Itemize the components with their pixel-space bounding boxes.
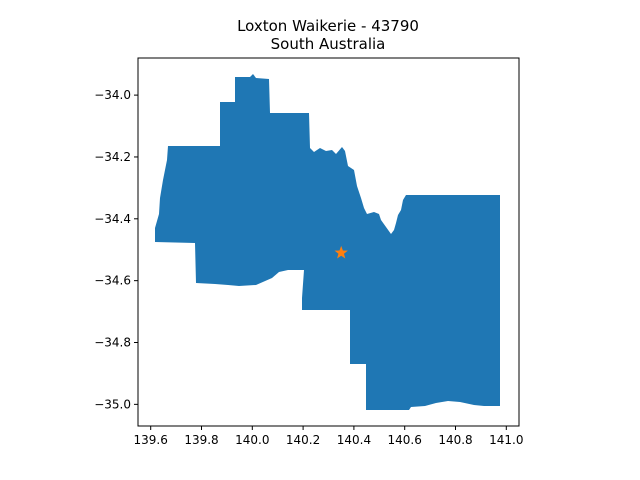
y-tick-label: −34.2 [94, 150, 131, 164]
x-tick-label: 140.4 [337, 433, 371, 447]
y-tick-label: −34.0 [94, 88, 131, 102]
y-tick-label: −34.8 [94, 336, 131, 350]
x-tick-label: 140.2 [286, 433, 320, 447]
map-title-line1: Loxton Waikerie - 43790 [237, 17, 419, 35]
y-axis: −34.0 −34.2 −34.4 −34.6 −34.8 −35.0 [94, 88, 138, 411]
x-tick-label: 140.0 [235, 433, 269, 447]
y-tick-label: −34.6 [94, 274, 131, 288]
x-axis: 139.6 139.8 140.0 140.2 140.4 140.6 140.… [134, 426, 523, 447]
x-tick-label: 139.8 [184, 433, 218, 447]
location-star-icon [334, 245, 348, 259]
map-title-line2: South Australia [271, 35, 386, 53]
lga-region-polygon [155, 74, 500, 410]
y-tick-label: −34.4 [94, 212, 131, 226]
y-tick-label: −35.0 [94, 397, 131, 411]
axes-frame [137, 57, 520, 427]
x-tick-label: 139.6 [134, 433, 168, 447]
x-tick-label: 141.0 [489, 433, 523, 447]
x-tick-label: 140.6 [388, 433, 422, 447]
x-tick-label: 140.8 [438, 433, 472, 447]
